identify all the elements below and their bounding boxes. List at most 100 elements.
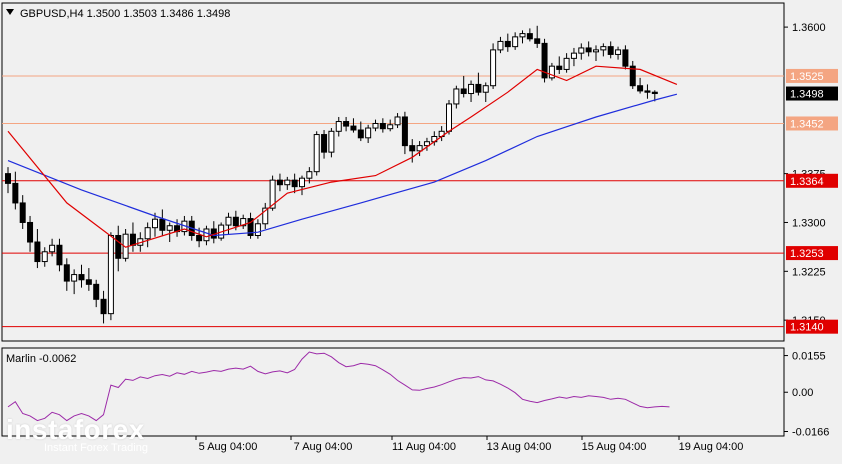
indicator-tick-label: 0.00 (792, 387, 813, 399)
candle-bear (504, 40, 511, 48)
candle-bull (284, 179, 291, 186)
candle-bull (387, 124, 394, 130)
candle-bull (578, 47, 585, 54)
candle-bear (321, 134, 328, 153)
time-axis: 5 Aug 04:00 7 Aug 04:00 11 Aug 04:00 13 Aug… (195, 436, 744, 453)
candle-bear (409, 145, 416, 152)
candle-bear (247, 218, 254, 236)
candle-bull (512, 36, 519, 48)
candle-bull (254, 223, 261, 236)
candle-bear (93, 283, 100, 300)
candle-bear (159, 218, 166, 231)
candle-bear (63, 264, 70, 282)
candle-bull (41, 251, 48, 263)
candle-bear (637, 85, 644, 92)
indicator-line (7, 351, 670, 422)
candle-bear (276, 179, 283, 186)
candle-bull (519, 33, 526, 38)
candle-bull (335, 121, 342, 132)
candle-bull (365, 127, 372, 139)
candle-bull (482, 85, 489, 93)
candle-bear (12, 182, 19, 204)
level-label-bg (786, 116, 838, 131)
time-tick-label: 5 Aug 04:00 (199, 441, 258, 453)
candle-bull (416, 145, 423, 152)
price-tick-label: 1.3300 (792, 217, 826, 229)
candles (5, 25, 658, 324)
candle-bull (269, 179, 276, 209)
candle-bear (357, 129, 364, 139)
candle-bull (203, 228, 210, 242)
candle-bear (115, 234, 122, 259)
candle-bear (78, 274, 85, 281)
candle-bull (107, 234, 114, 315)
level-label-bg (786, 68, 838, 83)
time-tick-label: 11 Aug 04:00 (392, 441, 456, 453)
candle-bull (423, 141, 430, 147)
time-tick-label: 15 Aug 04:00 (582, 441, 647, 453)
candle-bull (600, 46, 607, 51)
watermark-tagline: Instant Forex Trading (44, 442, 148, 454)
indicator-pane-frame (1, 347, 785, 437)
candle-bull (615, 49, 622, 55)
candle-bear (196, 234, 203, 242)
candle-bear (534, 38, 541, 44)
candle-bull (262, 207, 269, 225)
time-tick-label: 19 Aug 04:00 (679, 441, 744, 453)
level-label-bg (786, 173, 838, 188)
price-tick-label: 1.3225 (792, 266, 826, 278)
candle-bear (19, 202, 26, 223)
candle-bull (152, 218, 158, 229)
candle-bull (548, 65, 555, 79)
candle-bull (570, 52, 577, 59)
current-price-label: 1.3498 (790, 89, 824, 101)
candle-bull (490, 49, 497, 87)
level-label-bg (786, 246, 838, 261)
candle-bear (100, 298, 107, 315)
candle-bear (475, 83, 482, 93)
price-tick-label: 1.3600 (792, 22, 826, 34)
level-label-bg (786, 319, 838, 334)
slow-moving-average (7, 93, 678, 237)
candle-bear (350, 125, 357, 131)
candle-bear (541, 42, 548, 79)
candle-bull (593, 49, 599, 53)
candle-bear (526, 33, 533, 40)
candle-bull (144, 227, 151, 240)
symbol-dropdown-icon (6, 9, 14, 15)
candle-bear (129, 233, 136, 246)
candle-bear (56, 244, 63, 266)
candle-bear (343, 121, 350, 127)
candle-bull (394, 116, 401, 126)
time-tick-label: 13 Aug 04:00 (487, 441, 552, 453)
candle-bear (460, 88, 467, 95)
level-label: 1.3364 (790, 176, 824, 188)
candle-bear (291, 179, 298, 188)
candle-bull (563, 57, 570, 70)
indicator-tick-label: 0.0155 (792, 351, 826, 363)
candle-bull (468, 83, 475, 95)
candle-bear (232, 216, 239, 227)
watermark-brand: instaforex (6, 414, 145, 445)
candle-bear (27, 221, 34, 243)
fast-moving-average (7, 65, 678, 248)
candle-bull (372, 122, 379, 129)
level-label: 1.3140 (790, 322, 824, 334)
candle-bull (49, 244, 56, 253)
candle-bull (328, 130, 335, 153)
candle-bear (556, 65, 563, 70)
candle-bear (622, 49, 629, 67)
candle-bear (401, 116, 408, 147)
candle-bear (651, 91, 658, 95)
candle-bear (629, 65, 636, 87)
candle-bull (497, 40, 504, 51)
candle-bull (306, 171, 313, 179)
price-pane-frame (1, 2, 785, 342)
candle-bull (299, 177, 305, 188)
candle-bear (85, 279, 92, 285)
candle-bull (313, 134, 320, 173)
level-label: 1.3525 (790, 71, 824, 83)
level-label: 1.3253 (790, 248, 824, 260)
